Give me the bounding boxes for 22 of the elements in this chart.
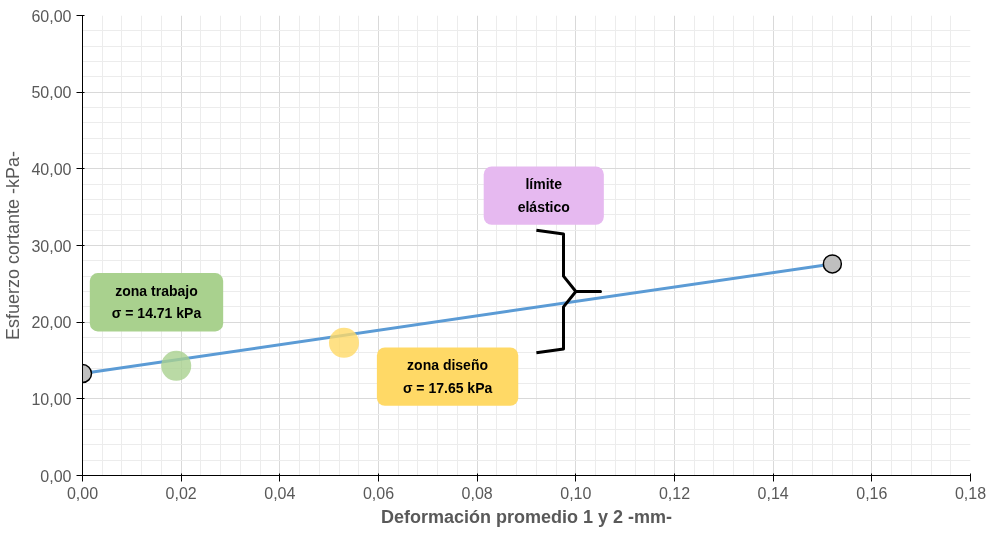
y-tick-label: 10,00 [31, 390, 72, 408]
y-tick-label: 20,00 [31, 314, 72, 332]
annotation: zona trabajo σ = 14.71 kPa [111, 283, 202, 322]
x-tick-label: 0,08 [461, 484, 493, 502]
y-tick-label: 50,00 [31, 84, 72, 102]
x-tick-label: 0,14 [757, 484, 789, 502]
x-tick-label: 0,16 [856, 484, 888, 502]
x-tick-label: 0,12 [658, 484, 691, 502]
annotation: zona diseño σ = 17.65 kPa [402, 357, 493, 396]
x-tick-label: 0,06 [362, 484, 395, 502]
y-tick-label: 60,00 [31, 7, 72, 25]
x-axis-title: Deformación promedio 1 y 2 -mm- [380, 506, 673, 527]
x-tick-label: 0,18 [954, 484, 987, 502]
y-tick-label: 40,00 [31, 160, 72, 178]
y-axis-title: Esfuerzo cortante -kPa- [3, 150, 24, 341]
x-tick-label: 0,04 [264, 484, 296, 502]
x-tick-label: 0,00 [66, 484, 99, 502]
x-tick-label: 0,02 [165, 484, 197, 502]
annotation: límite elástico [517, 176, 570, 215]
x-tick-label: 0,10 [560, 484, 592, 502]
y-tick-label: 0,00 [40, 467, 72, 485]
y-tick-label: 30,00 [31, 237, 72, 255]
